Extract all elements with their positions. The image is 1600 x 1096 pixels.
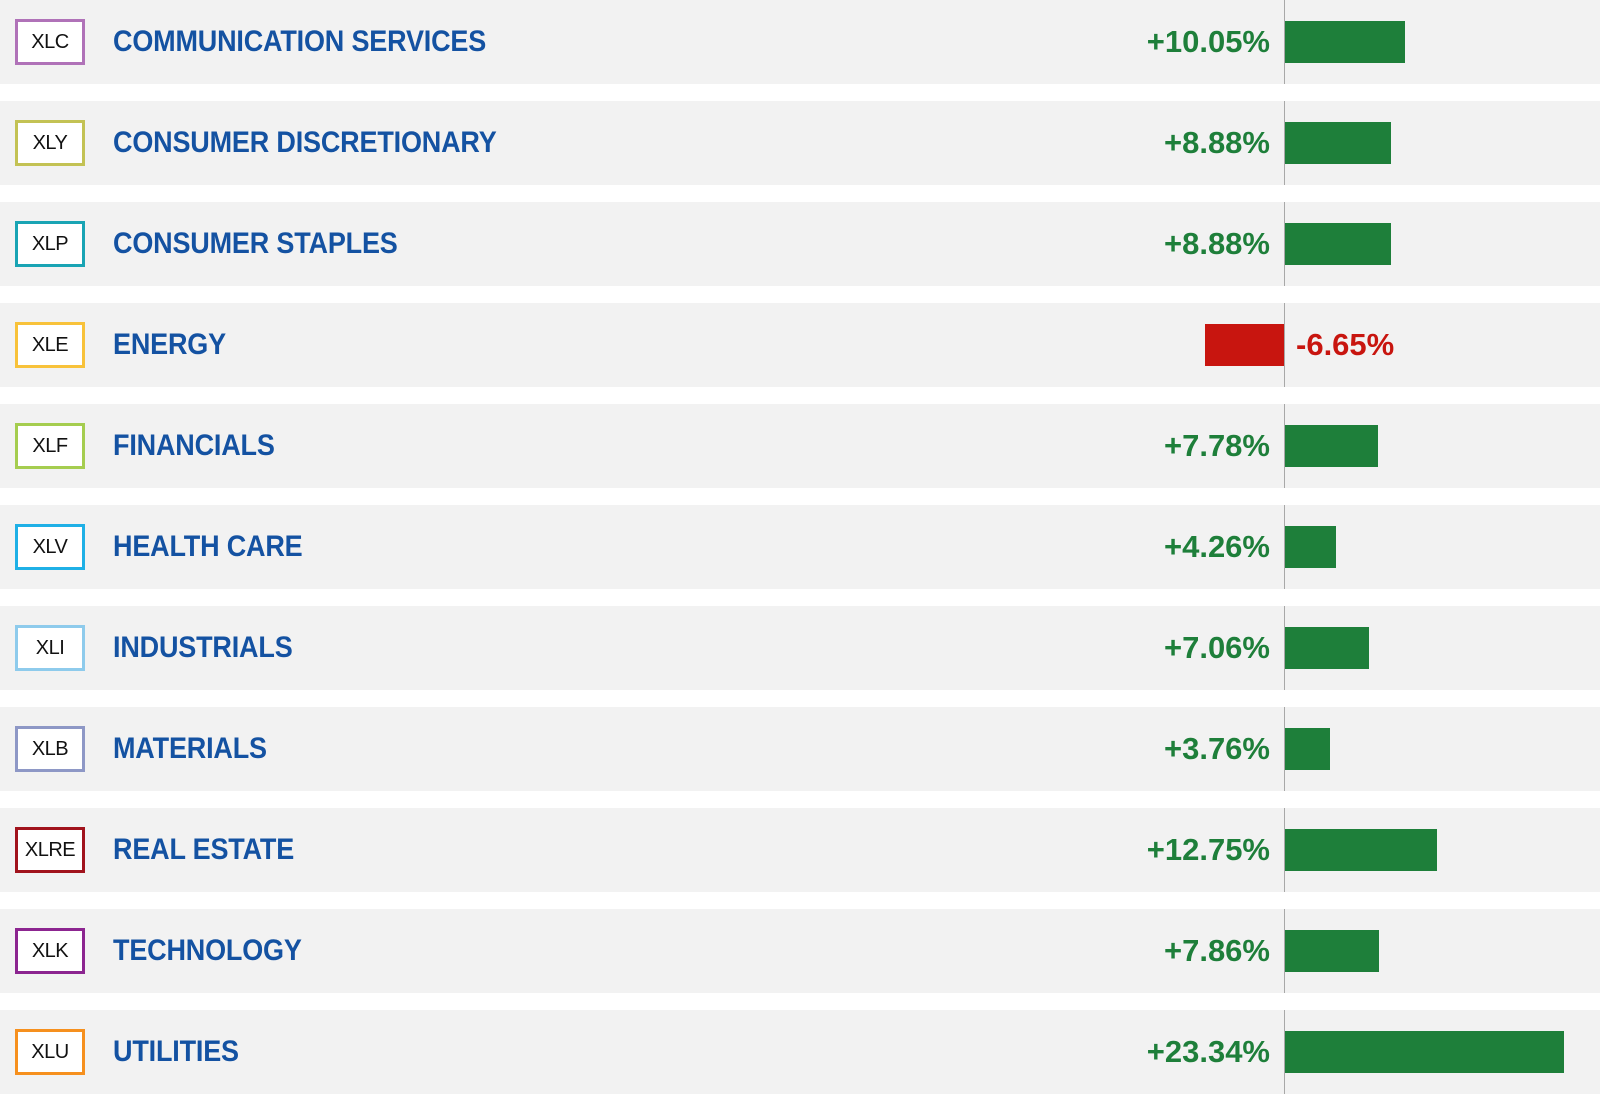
value-label: +10.05% — [1146, 24, 1270, 59]
zero-axis-line — [1284, 1010, 1285, 1094]
zero-axis-line — [1284, 404, 1285, 488]
sector-label: MATERIALS — [113, 732, 267, 765]
bar — [1285, 21, 1406, 63]
ticker-badge: XLI — [15, 625, 85, 671]
zero-axis-line — [1284, 303, 1285, 387]
bar — [1285, 829, 1438, 871]
bar — [1204, 324, 1284, 366]
bar — [1285, 1031, 1564, 1073]
sector-row: XLF FINANCIALS +7.78% — [0, 404, 1600, 488]
bar — [1285, 526, 1336, 568]
ticker-badge: XLU — [15, 1029, 85, 1075]
sector-row: XLV HEALTH CARE +4.26% — [0, 505, 1600, 589]
sector-label: FINANCIALS — [113, 429, 275, 462]
value-label: +7.86% — [1163, 933, 1270, 968]
sector-row: XLY CONSUMER DISCRETIONARY +8.88% — [0, 101, 1600, 185]
zero-axis-line — [1284, 202, 1285, 286]
ticker-badge: XLV — [15, 524, 85, 570]
value-label: +4.26% — [1163, 529, 1270, 564]
zero-axis-line — [1284, 505, 1285, 589]
ticker-badge: XLP — [15, 221, 85, 267]
sector-label: UTILITIES — [113, 1035, 239, 1068]
zero-axis-line — [1284, 909, 1285, 993]
sector-label: COMMUNICATION SERVICES — [113, 25, 487, 58]
sector-label: ENERGY — [113, 328, 226, 361]
zero-axis-line — [1284, 0, 1285, 84]
sector-row: XLK TECHNOLOGY +7.86% — [0, 909, 1600, 993]
ticker-badge: XLRE — [15, 827, 85, 873]
value-label: +7.78% — [1163, 428, 1270, 463]
zero-axis-line — [1284, 707, 1285, 791]
value-label: +3.76% — [1163, 731, 1270, 766]
bar — [1285, 223, 1392, 265]
zero-axis-line — [1284, 101, 1285, 185]
sector-label: REAL ESTATE — [113, 833, 295, 866]
sector-row: XLC COMMUNICATION SERVICES +10.05% — [0, 0, 1600, 84]
ticker-badge: XLC — [15, 19, 85, 65]
sector-row: XLE ENERGY -6.65% — [0, 303, 1600, 387]
sector-label: CONSUMER STAPLES — [113, 227, 398, 260]
value-label: -6.65% — [1296, 327, 1395, 362]
ticker-badge: XLF — [15, 423, 85, 469]
value-label: +12.75% — [1146, 832, 1270, 867]
value-label: +8.88% — [1163, 125, 1270, 160]
ticker-badge: XLE — [15, 322, 85, 368]
ticker-badge: XLY — [15, 120, 85, 166]
sector-row: XLP CONSUMER STAPLES +8.88% — [0, 202, 1600, 286]
value-label: +8.88% — [1163, 226, 1270, 261]
bar — [1285, 122, 1392, 164]
sector-row: XLRE REAL ESTATE +12.75% — [0, 808, 1600, 892]
ticker-badge: XLB — [15, 726, 85, 772]
sector-label: TECHNOLOGY — [113, 934, 302, 967]
sector-row: XLU UTILITIES +23.34% — [0, 1010, 1600, 1094]
sector-row: XLI INDUSTRIALS +7.06% — [0, 606, 1600, 690]
bar — [1285, 425, 1378, 467]
value-label: +23.34% — [1146, 1034, 1270, 1069]
bar — [1285, 930, 1379, 972]
sector-label: CONSUMER DISCRETIONARY — [113, 126, 497, 159]
sector-label: HEALTH CARE — [113, 530, 303, 563]
ticker-badge: XLK — [15, 928, 85, 974]
zero-axis-line — [1284, 808, 1285, 892]
bar — [1285, 627, 1370, 669]
zero-axis-line — [1284, 606, 1285, 690]
value-label: +7.06% — [1163, 630, 1270, 665]
sector-label: INDUSTRIALS — [113, 631, 293, 664]
bar — [1285, 728, 1330, 770]
sector-row: XLB MATERIALS +3.76% — [0, 707, 1600, 791]
